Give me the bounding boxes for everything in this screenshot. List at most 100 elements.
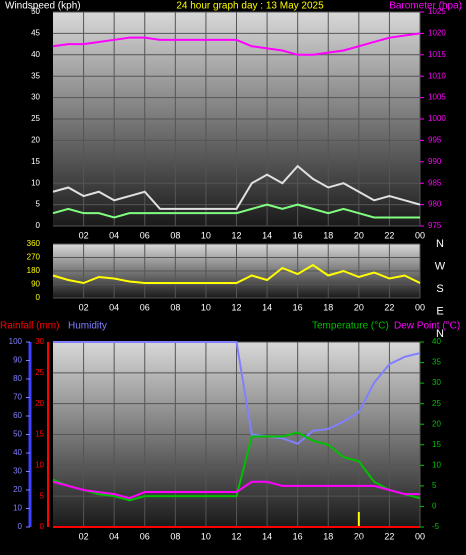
y2-tick-label: 15: [432, 440, 441, 449]
y2-tick-label: 0: [432, 502, 437, 511]
compass-label: N: [436, 328, 444, 340]
y2-tick-label: 20: [432, 419, 441, 428]
y2-tick-label: -5: [432, 522, 440, 531]
x-tick-label: 02: [79, 230, 89, 240]
x-tick-label: 02: [79, 302, 89, 312]
series-line: [52, 164, 421, 210]
y-tick-label: 30: [35, 337, 44, 346]
humidity-tick-label: 60: [13, 411, 22, 420]
x-tick-label: 18: [323, 531, 333, 541]
y-tick-label: 10: [31, 178, 40, 187]
y-tick-label: 0: [36, 293, 41, 302]
y2-tick-label: 980: [428, 200, 442, 209]
y-tick-label: 180: [27, 266, 41, 275]
humidity-tick-label: 0: [18, 522, 23, 531]
x-tick-label: 00: [415, 302, 425, 312]
y2-tick-label: 1005: [428, 93, 446, 102]
y-tick-label: 5: [40, 491, 45, 500]
legend-entry: Dew Point (°C): [394, 321, 460, 332]
x-tick-label: 08: [170, 230, 180, 240]
y-tick-label: 50: [31, 7, 40, 16]
y-tick-label: 10: [35, 460, 44, 469]
compass-label: E: [436, 305, 443, 317]
humidity-tick-label: 90: [13, 356, 22, 365]
y-tick-label: 15: [35, 430, 44, 439]
x-tick-label: 12: [231, 230, 241, 240]
y-tick-label: 0: [40, 522, 45, 531]
y2-tick-label: 985: [428, 178, 442, 187]
x-tick-label: 10: [201, 531, 211, 541]
series-line: [52, 480, 420, 500]
y-tick-label: 90: [31, 280, 40, 289]
series-line: [52, 203, 420, 219]
y2-tick-label: 1025: [428, 7, 446, 16]
x-tick-label: 10: [201, 302, 211, 312]
y-tick-label: 25: [35, 368, 44, 377]
x-tick-label: 12: [231, 302, 241, 312]
humidity-tick-label: 20: [13, 485, 22, 494]
y-tick-label: 270: [27, 253, 41, 262]
y-tick-label: 20: [31, 136, 40, 145]
humidity-tick-label: 10: [13, 504, 22, 513]
y2-tick-label: 30: [432, 378, 441, 387]
x-tick-label: 06: [140, 531, 150, 541]
y-tick-label: 45: [31, 29, 40, 38]
y2-tick-label: 995: [428, 136, 442, 145]
humidity-tick-label: 40: [13, 448, 22, 457]
y-tick-label: 0: [36, 221, 41, 230]
x-tick-label: 12: [231, 531, 241, 541]
humidity-tick-label: 70: [13, 393, 22, 402]
y2-tick-label: 25: [432, 399, 441, 408]
y2-tick-label: 10: [432, 460, 441, 469]
compass-label: N: [436, 238, 444, 250]
x-tick-label: 20: [354, 302, 364, 312]
y2-tick-label: 40: [432, 337, 441, 346]
y-tick-label: 30: [31, 93, 40, 102]
y2-tick-label: 990: [428, 157, 442, 166]
humidity-tick-label: 100: [9, 337, 23, 346]
series-line: [52, 431, 421, 502]
x-tick-label: 00: [415, 531, 425, 541]
legend-entry: Temperature (°C): [312, 321, 389, 332]
y2-tick-label: 1020: [428, 29, 446, 38]
y2-tick-label: 1015: [428, 50, 446, 59]
baro-axis-label: Barometer (hpa): [389, 1, 462, 12]
y-tick-label: 20: [35, 399, 44, 408]
x-tick-label: 22: [384, 531, 394, 541]
x-tick-label: 18: [323, 230, 333, 240]
y-tick-label: 25: [31, 114, 40, 123]
annotation: Sunset: [345, 535, 374, 545]
y2-tick-label: 5: [432, 481, 437, 490]
series-line: [52, 263, 421, 285]
x-tick-label: 16: [293, 230, 303, 240]
x-tick-label: 22: [384, 230, 394, 240]
compass-label: W: [435, 260, 446, 272]
y2-tick-label: 1010: [428, 71, 446, 80]
x-tick-label: 20: [354, 230, 364, 240]
x-tick-label: 10: [201, 230, 211, 240]
humidity-tick-label: 80: [13, 374, 22, 383]
x-tick-label: 06: [140, 230, 150, 240]
y2-tick-label: 35: [432, 358, 441, 367]
x-tick-label: 14: [262, 230, 272, 240]
x-tick-label: 18: [323, 302, 333, 312]
y-tick-label: 40: [31, 50, 40, 59]
x-tick-label: 06: [140, 302, 150, 312]
x-tick-label: 04: [109, 230, 119, 240]
humidity-tick-label: 30: [13, 467, 22, 476]
x-tick-label: 20: [354, 531, 364, 541]
legend-entry: Rainfall (mm): [0, 321, 59, 332]
y2-tick-label: 1000: [428, 114, 446, 123]
x-tick-label: 04: [109, 531, 119, 541]
legend-entry: Humidity: [68, 321, 107, 332]
series-line: [52, 32, 421, 56]
x-tick-label: 00: [415, 230, 425, 240]
wind-axis-label: Windspeed (kph): [5, 1, 81, 12]
x-tick-label: 02: [79, 531, 89, 541]
x-tick-label: 22: [384, 302, 394, 312]
x-tick-label: 04: [109, 302, 119, 312]
x-tick-label: 14: [262, 302, 272, 312]
humidity-tick-label: 50: [13, 430, 22, 439]
y-tick-label: 360: [27, 239, 41, 248]
